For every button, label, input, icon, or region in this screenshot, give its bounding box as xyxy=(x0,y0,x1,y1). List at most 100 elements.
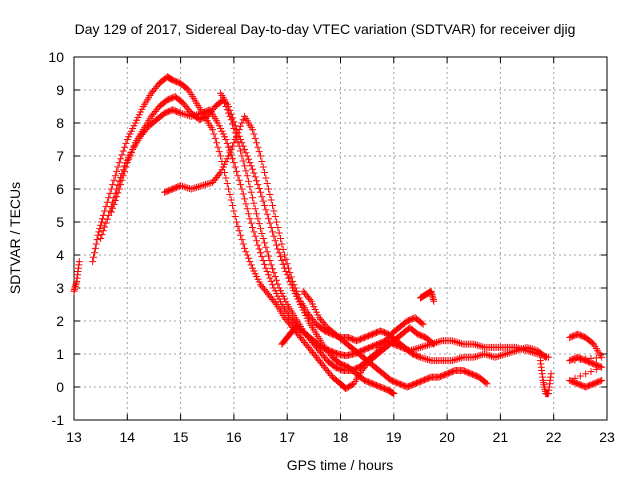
data-point xyxy=(425,356,433,364)
data-point xyxy=(418,319,426,327)
y-tick-label: 5 xyxy=(56,214,64,230)
data-point xyxy=(215,148,223,156)
data-point xyxy=(235,227,243,235)
data-point xyxy=(255,184,263,192)
data-point xyxy=(110,200,118,208)
data-point xyxy=(178,110,186,118)
data-point xyxy=(75,258,83,266)
data-point xyxy=(457,340,465,348)
data-point xyxy=(180,110,188,118)
data-point xyxy=(229,142,237,150)
data-point xyxy=(243,205,251,213)
data-point xyxy=(279,246,287,253)
data-point xyxy=(117,181,125,189)
data-point xyxy=(265,215,273,223)
data-point xyxy=(448,357,456,365)
data-point xyxy=(119,147,127,155)
data-point xyxy=(125,155,133,163)
data-point xyxy=(424,356,432,363)
data-point xyxy=(287,281,295,289)
data-point xyxy=(178,182,186,190)
data-marks xyxy=(70,73,606,398)
data-point xyxy=(519,345,527,352)
data-point xyxy=(107,208,115,216)
x-tick-label: 18 xyxy=(333,429,349,445)
data-point xyxy=(111,172,119,180)
data-point xyxy=(273,276,281,284)
data-point xyxy=(247,188,255,196)
data-point xyxy=(175,109,183,117)
data-point xyxy=(486,352,494,360)
data-point xyxy=(265,271,273,279)
x-tick-label: 13 xyxy=(66,429,82,445)
data-point xyxy=(109,204,117,212)
data-point xyxy=(273,241,281,249)
data-point xyxy=(491,353,499,361)
data-point xyxy=(90,253,98,261)
data-point xyxy=(265,252,273,260)
data-point xyxy=(450,356,458,364)
data-point xyxy=(263,248,271,256)
data-point xyxy=(454,338,462,346)
data-point xyxy=(425,341,433,349)
data-point xyxy=(266,257,274,264)
data-point xyxy=(242,248,250,256)
data-point xyxy=(456,354,464,362)
data-point xyxy=(103,215,111,223)
data-point xyxy=(274,280,282,288)
x-tick-label: 16 xyxy=(226,429,242,445)
data-point xyxy=(267,196,275,204)
series-track-9 xyxy=(536,357,555,398)
data-point xyxy=(93,236,101,244)
data-point xyxy=(420,342,428,350)
data-point xyxy=(114,163,122,171)
data-point xyxy=(259,163,267,171)
data-point xyxy=(245,254,253,262)
data-point xyxy=(592,354,600,362)
data-point xyxy=(119,172,127,180)
data-point xyxy=(230,159,238,167)
data-point xyxy=(226,106,234,114)
series-track-11 xyxy=(416,287,438,305)
data-point xyxy=(114,189,122,197)
data-point xyxy=(427,340,435,348)
data-point xyxy=(470,340,478,348)
series-track-10 xyxy=(566,330,606,391)
data-point xyxy=(246,258,254,266)
data-point xyxy=(255,148,263,156)
data-point xyxy=(429,340,437,348)
data-point xyxy=(230,118,238,126)
data-point xyxy=(217,152,225,160)
data-point xyxy=(237,122,245,130)
data-point xyxy=(530,346,538,354)
y-tick-label: -1 xyxy=(52,412,65,428)
data-point xyxy=(283,271,291,279)
data-point xyxy=(254,241,262,249)
data-point xyxy=(271,299,279,307)
data-point xyxy=(234,172,242,180)
y-tick-label: 3 xyxy=(56,280,64,296)
data-point xyxy=(514,346,522,354)
data-point xyxy=(500,351,508,359)
data-point xyxy=(227,196,235,204)
data-point xyxy=(547,370,555,378)
data-point xyxy=(582,370,590,378)
data-point xyxy=(473,341,481,349)
data-point xyxy=(473,352,481,360)
data-point xyxy=(241,145,249,153)
data-point xyxy=(239,142,247,150)
data-point xyxy=(184,184,192,192)
data-point xyxy=(226,191,234,198)
data-point xyxy=(225,152,233,160)
data-point xyxy=(247,162,255,170)
data-point xyxy=(502,350,510,358)
data-point xyxy=(89,258,97,266)
data-point xyxy=(222,174,230,182)
data-point xyxy=(274,245,282,253)
data-point xyxy=(271,272,279,280)
data-point xyxy=(263,210,271,218)
data-point xyxy=(98,218,106,226)
data-point xyxy=(592,365,600,373)
data-point xyxy=(274,224,282,231)
data-point xyxy=(234,129,242,137)
